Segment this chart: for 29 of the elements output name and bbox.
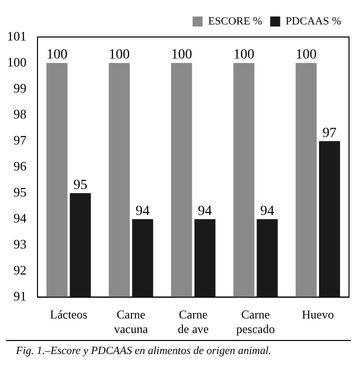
y-tick-label: 97: [14, 132, 27, 148]
legend-label: ESCORE %: [208, 15, 262, 28]
y-tick-label: 101: [7, 28, 26, 44]
data-label: 100: [171, 48, 192, 63]
data-label: 94: [260, 204, 274, 219]
x-tick-label: Huevo: [302, 308, 334, 322]
data-label: 94: [198, 204, 212, 219]
data-label: 97: [322, 126, 337, 141]
y-tick-label: 94: [14, 210, 27, 226]
x-tick-label: Carne vacuna: [114, 308, 149, 336]
data-label: 94: [136, 204, 150, 219]
y-tick-label: 93: [14, 236, 26, 252]
y-tick-label: 92: [14, 262, 26, 278]
y-tick-label: 96: [14, 158, 27, 174]
data-label: 100: [233, 48, 254, 63]
data-label: 100: [296, 48, 317, 63]
data-label: 100: [46, 48, 68, 63]
y-tick-label: 95: [14, 184, 26, 200]
y-tick-label: 99: [14, 80, 26, 96]
x-tick-label: Carne de ave: [178, 308, 209, 336]
y-tick-label: 91: [14, 288, 26, 304]
x-tick-label: Carne pescado: [236, 308, 275, 336]
caption: Fig. 1.–Escore y PDCAAS en alimentos de origen animal.: [6, 340, 351, 361]
legend-label: PDCAAS %: [286, 15, 342, 28]
data-label: 100: [108, 48, 130, 63]
y-tick-label: 100: [7, 54, 26, 70]
y-tick-label: 98: [14, 106, 26, 122]
data-label: 95: [73, 178, 88, 193]
x-tick-label: Lácteos: [50, 308, 88, 322]
